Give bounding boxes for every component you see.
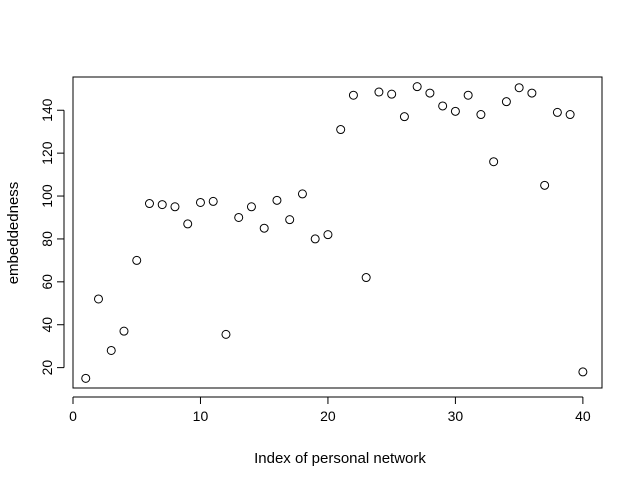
data-point xyxy=(540,180,550,190)
data-point xyxy=(183,219,193,229)
data-point xyxy=(285,215,295,225)
y-axis: 20 40 60 80 100 120 140 xyxy=(39,98,65,376)
data-point xyxy=(221,329,231,339)
data-point xyxy=(476,110,486,120)
data-point xyxy=(387,89,397,99)
x-axis-label: Index of personal network xyxy=(254,450,426,467)
data-point xyxy=(323,230,333,240)
data-point xyxy=(336,125,346,135)
data-point xyxy=(259,223,269,233)
data-point xyxy=(234,212,244,222)
data-point xyxy=(565,110,575,120)
y-tick-label: 140 xyxy=(39,98,55,122)
x-tick-label: 10 xyxy=(193,408,209,424)
data-point xyxy=(501,97,511,107)
x-tick-label: 30 xyxy=(448,408,464,424)
data-point xyxy=(297,189,307,199)
data-point xyxy=(195,197,205,207)
y-tick-label: 100 xyxy=(39,184,55,208)
data-point xyxy=(272,195,282,205)
data-point xyxy=(425,88,435,98)
data-point xyxy=(170,202,180,212)
data-point xyxy=(81,373,91,383)
data-point xyxy=(208,196,218,206)
data-point xyxy=(361,273,371,283)
y-tick-label: 20 xyxy=(39,360,55,376)
data-point xyxy=(438,101,448,111)
data-point xyxy=(132,255,142,265)
x-tick-label: 20 xyxy=(320,408,336,424)
x-tick-label: 40 xyxy=(575,408,591,424)
data-point xyxy=(246,202,256,212)
data-point xyxy=(399,112,409,122)
y-tick-label: 80 xyxy=(39,231,55,247)
data-point xyxy=(106,345,116,355)
data-point xyxy=(374,87,384,97)
data-point xyxy=(412,82,422,92)
data-point xyxy=(578,367,588,377)
data-point xyxy=(463,90,473,100)
plot-area-border xyxy=(72,76,603,389)
data-point xyxy=(119,326,129,336)
data-point xyxy=(527,88,537,98)
data-point xyxy=(450,106,460,116)
data-point xyxy=(93,294,103,304)
data-point xyxy=(552,107,562,117)
data-point xyxy=(514,83,524,93)
data-point xyxy=(144,199,154,209)
y-axis-label: embeddedness xyxy=(5,182,22,285)
data-point xyxy=(157,200,167,210)
data-point xyxy=(348,90,358,100)
data-point xyxy=(489,157,499,167)
y-tick-label: 120 xyxy=(39,141,55,165)
data-points xyxy=(81,82,588,383)
y-tick-label: 40 xyxy=(39,317,55,333)
x-tick-label: 0 xyxy=(69,408,77,424)
y-tick-label: 60 xyxy=(39,274,55,290)
x-axis: 0 10 20 30 40 xyxy=(69,396,591,424)
data-point xyxy=(310,234,320,244)
